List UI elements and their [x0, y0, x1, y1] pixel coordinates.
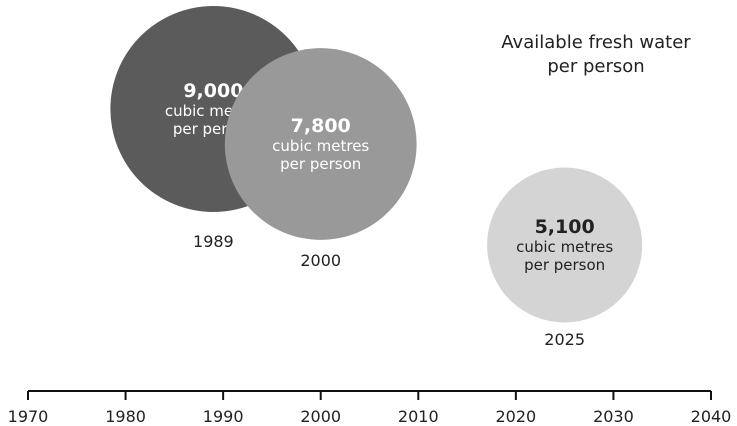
x-tick-label: 1990 [203, 407, 244, 426]
bubble-unit-label: cubic metres [272, 137, 369, 155]
bubble-year-label: 2025 [544, 330, 585, 349]
bubble-year-label: 1989 [193, 232, 234, 251]
bubble-value-label: 5,100 [535, 216, 595, 238]
x-axis: 1970 1980 1990 2000 2010 2020 2030 2040 [8, 390, 732, 426]
x-tick-label: 2030 [593, 407, 634, 426]
x-tick-label: 2000 [300, 407, 341, 426]
bubble-unit-label: per person [280, 155, 361, 173]
bubble-value-label: 9,000 [183, 80, 243, 102]
x-tick-label: 2040 [691, 407, 732, 426]
x-tick-label: 2010 [398, 407, 439, 426]
chart-title-line: per person [547, 56, 644, 77]
bubble-unit-label: cubic metres [516, 238, 613, 256]
chart-title-line: Available fresh water [501, 32, 691, 53]
x-tick-label: 1980 [105, 407, 146, 426]
bubble-unit-label: per person [524, 256, 605, 274]
x-tick-label: 2020 [495, 407, 536, 426]
bubble-year-label: 2000 [300, 251, 341, 270]
chart-title: Available fresh water per person [501, 32, 691, 77]
bubble-circle [487, 167, 643, 323]
x-tick-label: 1970 [8, 407, 49, 426]
bubble-circle [224, 48, 417, 240]
bubble-value-label: 7,800 [291, 115, 351, 137]
